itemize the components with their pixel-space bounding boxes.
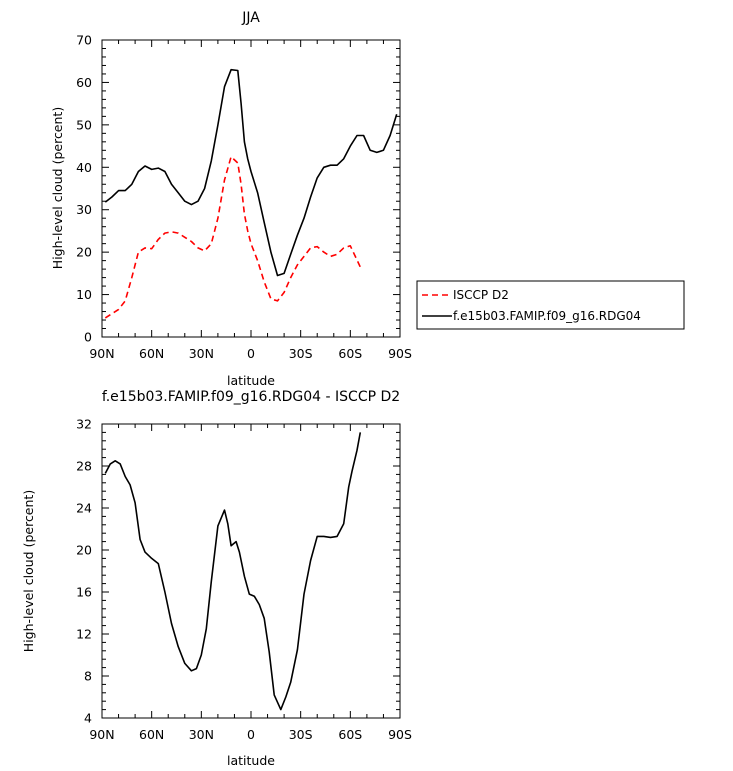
y-tick-label-top: 70 <box>76 33 92 48</box>
series-line-top-1 <box>104 68 398 277</box>
plot-frame-bottom <box>101 423 401 719</box>
y-tick-label-top: 60 <box>76 75 92 90</box>
x-tick-label-top: 60S <box>338 346 362 361</box>
y-tick-label-top: 50 <box>76 117 92 132</box>
x-tick-label-bottom: 60S <box>338 727 362 742</box>
chart-title-bottom: f.e15b03.FAMIP.f09_g16.RDG04 - ISCCP D2 <box>102 389 400 405</box>
y-tick-label-bottom: 32 <box>76 417 92 432</box>
y-tick-label-top: 20 <box>76 245 92 260</box>
x-tick-label-bottom: 0 <box>247 727 255 742</box>
legend-label-isccp: ISCCP D2 <box>453 288 509 302</box>
y-tick-label-bottom: 4 <box>84 711 92 726</box>
y-tick-label-bottom: 16 <box>76 585 92 600</box>
x-tick-label-top: 0 <box>247 346 255 361</box>
x-tick-label-bottom: 30S <box>289 727 313 742</box>
y-tick-label-top: 0 <box>84 330 92 345</box>
x-tick-label-bottom: 30N <box>189 727 214 742</box>
legend: ISCCP D2 f.e15b03.FAMIP.f09_g16.RDG04 <box>416 280 685 330</box>
x-tick-label-bottom: 90S <box>388 727 412 742</box>
ticks-top: 90N 60N 30N 0 30S 60S 90S 0 10 20 30 40 50 60 70 <box>76 33 412 362</box>
y-axis-label-top: High-level cloud (percent) <box>50 107 65 269</box>
y-tick-label-bottom: 8 <box>84 669 92 684</box>
y-tick-label-top: 10 <box>76 287 92 302</box>
x-tick-label-top: 60N <box>139 346 164 361</box>
y-tick-label-bottom: 28 <box>76 459 92 474</box>
y-tick-label-bottom: 20 <box>76 543 92 558</box>
x-tick-label-top: 90S <box>388 346 412 361</box>
chart-title-top: JJA <box>241 10 260 26</box>
plot-frame-top <box>101 39 401 338</box>
y-tick-label-bottom: 12 <box>76 627 92 642</box>
series-top <box>104 68 398 319</box>
y-tick-label-top: 40 <box>76 160 92 175</box>
series-line-bottom-0 <box>104 432 362 711</box>
x-axis-label-top: latitude <box>227 373 275 388</box>
ticks-bottom: 90N 60N 30N 0 30S 60S 90S 4 8 12 16 20 24 28 32 <box>76 417 412 743</box>
x-tick-label-bottom: 90N <box>89 727 114 742</box>
y-tick-label-bottom: 24 <box>76 501 92 516</box>
legend-label-model: f.e15b03.FAMIP.f09_g16.RDG04 <box>453 309 641 323</box>
y-tick-label-top: 30 <box>76 202 92 217</box>
x-tick-label-top: 30N <box>189 346 214 361</box>
x-tick-label-bottom: 60N <box>139 727 164 742</box>
series-bottom <box>104 432 362 711</box>
x-tick-label-top: 90N <box>89 346 114 361</box>
legend-box <box>416 280 685 330</box>
x-tick-label-top: 30S <box>289 346 313 361</box>
series-line-top-0 <box>104 155 362 319</box>
x-axis-label-bottom: latitude <box>227 753 275 768</box>
y-axis-label-bottom: High-level cloud (percent) <box>21 490 36 652</box>
